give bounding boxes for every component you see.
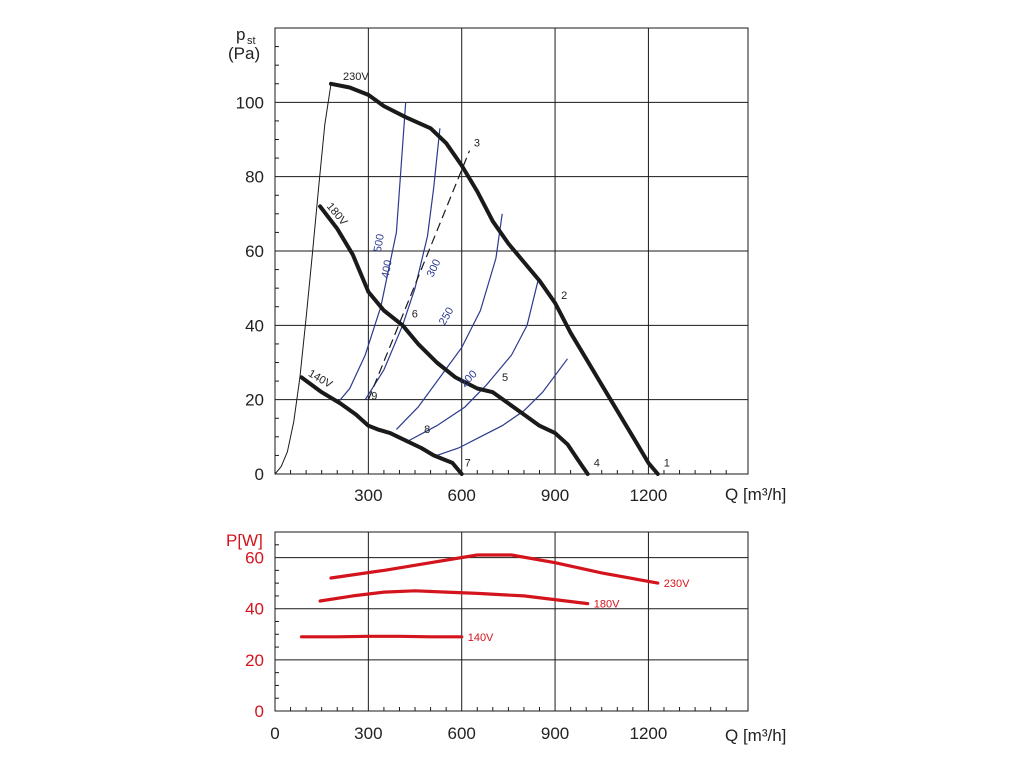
operating-point-label: 9 xyxy=(371,390,377,402)
x-tick-label: 1200 xyxy=(630,724,668,743)
rpm-label-500: 500 xyxy=(372,233,387,253)
system-curve xyxy=(274,83,332,475)
pressure-chart-x-axis-label: Q [m³/h] xyxy=(725,485,786,504)
power-curve-180V xyxy=(318,589,590,606)
y-tick-label: 80 xyxy=(245,168,264,187)
rpm-label-300: 300 xyxy=(425,257,444,279)
rpm-curve-250 xyxy=(408,280,539,442)
x-tick-label: 600 xyxy=(448,724,476,743)
rpm-curve-300 xyxy=(395,213,503,430)
x-tick-label: 900 xyxy=(541,724,569,743)
power-curve-140V xyxy=(299,634,464,639)
rpm-label-400: 400 xyxy=(380,259,395,279)
x-tick-label: 900 xyxy=(541,486,569,505)
power-chart-labels: 0 300 600 900 1200 0 20 40 60 230V 180V 140V xyxy=(245,549,690,743)
voltage-label-230V: 230V xyxy=(343,71,369,83)
power-chart-x-axis-label: Q [m³/h] xyxy=(725,726,786,745)
pressure-axis-label-sub: st xyxy=(247,35,256,47)
x-tick-label: 0 xyxy=(270,724,279,743)
x-tick-label: 600 xyxy=(448,486,476,505)
power-axis-label: P[W] xyxy=(226,531,263,550)
power-label-140V: 140V xyxy=(468,632,494,644)
y-tick-label: 20 xyxy=(245,391,264,410)
voltage-label-140V: 140V xyxy=(306,368,335,392)
pressure-curve-230V xyxy=(329,81,660,476)
pressure-axis-label-main: p xyxy=(236,25,245,44)
power-label-230V: 230V xyxy=(664,578,690,590)
pressure-chart-curves xyxy=(274,81,660,476)
operating-point-label: 8 xyxy=(424,424,430,436)
power-chart-curves xyxy=(299,553,660,639)
power-label-180V: 180V xyxy=(594,599,620,611)
rpm-curve-200 xyxy=(436,358,568,456)
y-tick-label: 40 xyxy=(245,316,264,335)
operating-point-label: 7 xyxy=(465,457,471,469)
operating-point-label: 3 xyxy=(474,138,480,150)
rpm-label-250: 250 xyxy=(437,305,457,327)
y-tick-label: 60 xyxy=(245,549,264,568)
x-tick-label: 300 xyxy=(354,724,382,743)
power-chart-frame xyxy=(274,531,749,712)
operating-point-label: 2 xyxy=(561,290,567,302)
operating-dashed-line xyxy=(367,150,471,400)
y-tick-label: 100 xyxy=(236,93,264,112)
operating-point-label: 6 xyxy=(412,309,418,321)
y-tick-label: 40 xyxy=(245,600,264,619)
x-tick-label: 300 xyxy=(354,486,382,505)
y-tick-label: 20 xyxy=(245,651,264,670)
power-curve-230V xyxy=(329,553,660,585)
rpm-curve-500 xyxy=(336,102,407,404)
pressure-curve-140V xyxy=(299,375,464,476)
power-chart-grid xyxy=(274,531,749,712)
y-tick-label: 60 xyxy=(245,242,264,261)
rpm-curve-400 xyxy=(364,128,441,401)
operating-point-label: 4 xyxy=(594,457,600,469)
pressure-curve-180V xyxy=(318,204,590,476)
y-tick-label: 0 xyxy=(255,702,264,721)
operating-point-label: 5 xyxy=(502,372,508,384)
y-tick-label: 0 xyxy=(255,465,264,484)
operating-point-label: 1 xyxy=(664,457,670,469)
pressure-axis-unit: (Pa) xyxy=(228,44,260,63)
x-tick-label: 1200 xyxy=(630,486,668,505)
